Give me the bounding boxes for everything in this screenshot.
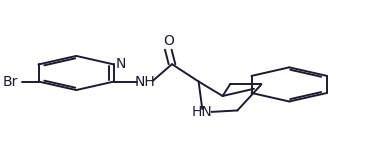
Text: O: O bbox=[163, 34, 174, 48]
Text: NH: NH bbox=[135, 74, 156, 88]
Text: HN: HN bbox=[192, 105, 213, 119]
Text: N: N bbox=[116, 58, 126, 72]
Text: Br: Br bbox=[3, 74, 18, 88]
